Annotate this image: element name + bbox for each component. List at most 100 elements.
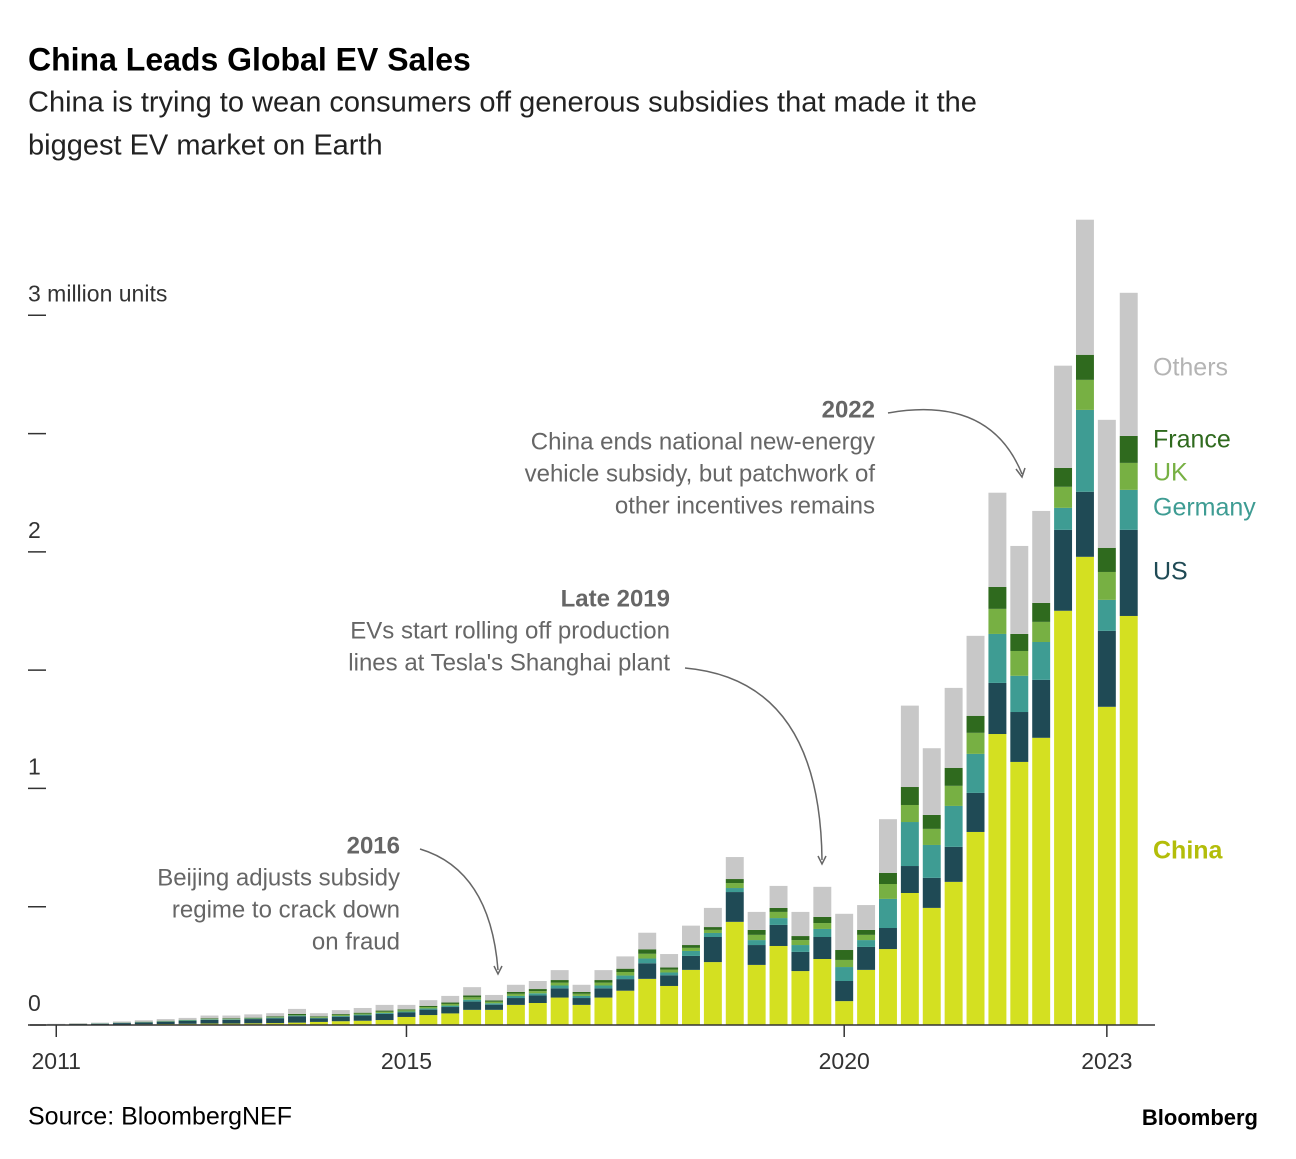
bar-segment [485,1010,503,1025]
annotation-text: regime to crack down [172,896,400,923]
bar-segment [354,1016,372,1021]
legend-label: US [1153,558,1188,586]
bar-segment [704,962,722,1025]
bar-segment [157,1022,175,1024]
bar-segment [573,1005,591,1025]
bar-segment [463,1010,481,1025]
bar-segment [988,634,1006,683]
bar-segment [310,1013,328,1016]
bar-segment [835,967,853,981]
bar-segment [857,930,875,935]
y-tick-label: 2 [28,517,41,543]
bar-segment [770,946,788,1025]
bar-segment [463,1002,481,1010]
bar-segment [1076,355,1094,380]
bar-segment [813,887,831,917]
bar-segment [857,947,875,970]
bar-segment [616,972,634,976]
bar-segment [748,965,766,1025]
bar-segment [945,786,963,806]
bar-segment [441,1004,459,1006]
bar-segment [573,996,591,998]
annotation-text: EVs start rolling off production [350,617,670,644]
bar-segment [135,1022,153,1024]
y-tick-label: 1 [28,754,41,780]
bar-segment [748,912,766,930]
bar-segment [332,1010,350,1014]
bar-segment [988,683,1006,734]
bar-segment [1120,530,1138,616]
bar-segment [573,994,591,996]
bar-segment [529,993,547,995]
bar-segment [1054,508,1072,530]
bar-segment [770,912,788,918]
bar-segment [638,949,656,953]
bar-segment [485,1002,503,1003]
bar-segment [1120,463,1138,490]
bar-segment [638,963,656,979]
bar-segment [901,787,919,805]
legend-label: China [1153,837,1224,865]
bar-segment [748,930,766,935]
annotation-text: on fraud [312,928,400,955]
bar-segment [923,748,941,815]
bar-segment [704,908,722,927]
bar-segment [1076,220,1094,355]
bar-segment [813,937,831,959]
bar-segment [1120,293,1138,436]
bar-segment [967,793,985,832]
bar-segment [288,1009,306,1014]
bar-segment [135,1020,153,1021]
bar-segment [638,933,656,950]
bar-segment [638,979,656,1025]
bar-segment [529,981,547,989]
bar-segment [638,954,656,959]
annotation-text: vehicle subsidy, but patchwork of [525,460,876,487]
bar-segment [616,991,634,1025]
bar-segment [988,734,1006,1025]
bar-segment [1120,616,1138,1025]
bar-segment [988,493,1006,587]
bar-segment [266,1018,284,1023]
bar-segment [397,1005,415,1009]
bar-segment [704,937,722,962]
bar-segment [594,980,612,983]
bar-segment [704,933,722,937]
bar-segment [551,983,569,986]
bar-segment [332,1014,350,1015]
bar-segment [616,956,634,968]
bar-segment [923,829,941,845]
bar-segment [288,1016,306,1022]
bar-segment [770,886,788,908]
bar-segment [1032,603,1050,622]
chart-subtitle: biggest EV market on Earth [28,130,383,162]
bar-segment [791,936,809,940]
bar-segment [310,1018,328,1022]
bar-segment [967,832,985,1025]
bar-segment [988,587,1006,609]
bar-segment [376,1013,394,1014]
bar-segment [419,1006,437,1007]
bar-segment [594,970,612,980]
bar-segment [791,945,809,952]
bar-segment [726,888,744,892]
bar-segment [791,952,809,971]
bar-segment [419,1000,437,1006]
bar-segment [901,706,919,787]
bar-segment [244,1014,262,1017]
bar-segment [529,989,547,991]
bar-segment [332,1015,350,1016]
bar-segment [835,950,853,960]
bar-segment [1032,738,1050,1025]
y-tick-label: 3 million units [28,280,167,306]
bar-segment [179,1018,197,1020]
bar-segment [551,988,569,997]
bar-segment [222,1016,240,1019]
bar-segment [594,985,612,988]
bar-segment [1076,557,1094,1025]
bar-segment [573,992,591,994]
bar-segment [179,1021,197,1024]
bar-segment [376,1005,394,1011]
bar-segment [1098,707,1116,1025]
